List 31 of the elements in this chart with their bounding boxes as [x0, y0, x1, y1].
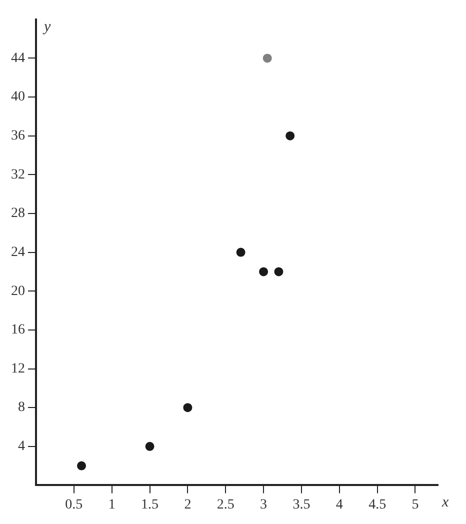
y-tick-label: 44: [11, 50, 25, 66]
point: [259, 267, 268, 276]
y-tick-label: 32: [11, 167, 25, 182]
x-tick-label: 4: [336, 497, 343, 512]
y-tick-label: 12: [11, 361, 25, 376]
y-tick-label: 40: [11, 90, 25, 105]
y-tick-label: 24: [11, 244, 25, 260]
y-tick-label: 28: [11, 206, 25, 222]
x-tick-label: 3.5: [292, 497, 310, 512]
y-tick-label: 8: [18, 400, 25, 416]
x-tick-label: 5: [412, 497, 419, 512]
y-tick-label: 36: [11, 128, 25, 144]
x-tick-label: 1: [108, 497, 116, 512]
point: [77, 461, 86, 470]
y-tick-label: 4: [18, 439, 25, 454]
x-tick-label: 0.5: [65, 497, 83, 512]
point: [236, 248, 246, 257]
x-tick-label: 1.5: [141, 497, 159, 512]
point: [262, 54, 272, 63]
x-tick-label: 4.5: [368, 497, 386, 512]
point: [145, 442, 154, 451]
x-tick-label: 2: [184, 497, 192, 512]
x-tick-label: 3: [260, 497, 268, 512]
y-axis-title: y: [42, 18, 51, 35]
point: [183, 403, 192, 412]
point: [286, 131, 295, 140]
y-tick-label: 20: [11, 284, 25, 299]
point: [274, 267, 284, 276]
y-tick-label: 16: [11, 322, 25, 338]
x-tick-label: 2.5: [216, 497, 234, 512]
x-axis-title: x: [441, 494, 449, 511]
